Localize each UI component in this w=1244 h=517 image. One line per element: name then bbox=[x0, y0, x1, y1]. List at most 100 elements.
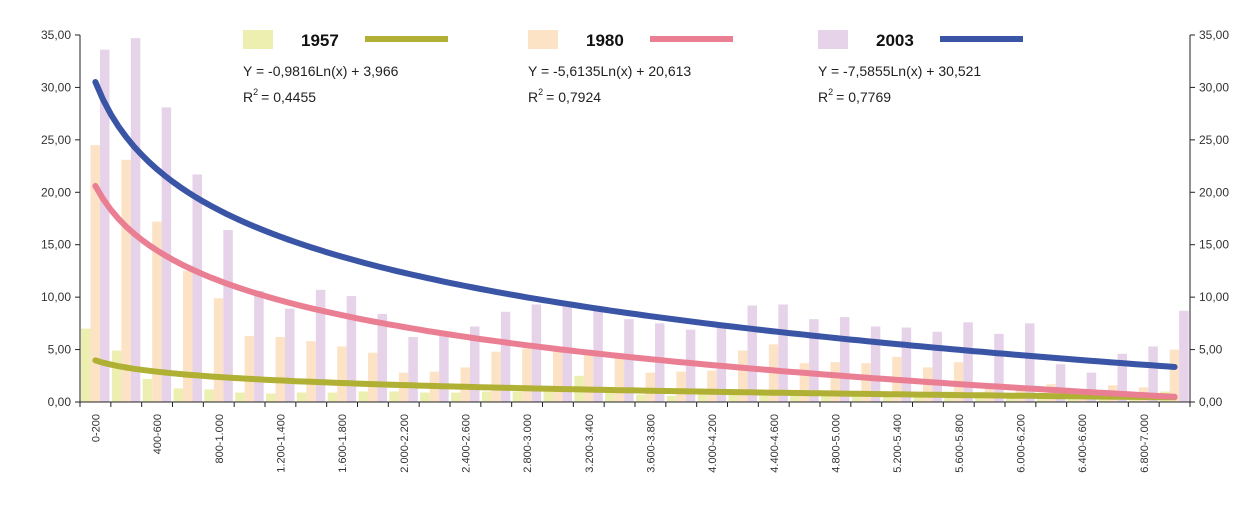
bar-1957-1.800-2.000 bbox=[359, 392, 369, 402]
bar-1957-2.800-3.000 bbox=[513, 392, 523, 402]
r-squared-1957: R2 = 0,4455 bbox=[243, 87, 316, 105]
left-y-tick-label: 5,00 bbox=[48, 343, 72, 357]
bar-2003-5.400-5.600 bbox=[933, 332, 943, 402]
right-y-tick-label: 0,00 bbox=[1199, 395, 1223, 409]
legend-label-2003: 2003 bbox=[876, 31, 914, 50]
bar-1957-600-800 bbox=[174, 388, 184, 402]
x-tick-label: 3.200-3.400 bbox=[584, 414, 596, 473]
bar-1957-200-400 bbox=[112, 351, 122, 402]
bar-1957-1.400-1.600 bbox=[297, 393, 307, 402]
left-y-tick-label: 15,00 bbox=[41, 238, 71, 252]
x-tick-label: 6.400-6.600 bbox=[1077, 414, 1089, 473]
x-tick-label: 2.400-2.600 bbox=[460, 414, 472, 473]
bar-1980-3.200-3.400 bbox=[584, 355, 594, 402]
bar-2003-5.800-6.000 bbox=[994, 334, 1004, 402]
right-y-tick-label: 15,00 bbox=[1199, 238, 1229, 252]
legend-swatch-1957 bbox=[243, 30, 273, 49]
x-tick-label: 4.000-4.200 bbox=[707, 414, 719, 473]
bar-2003-4.600-4.800 bbox=[809, 319, 819, 402]
x-tick-label: 6.000-6.200 bbox=[1015, 414, 1027, 473]
x-tick-label: 0-200 bbox=[90, 414, 102, 442]
bar-1980-4.600-4.800 bbox=[800, 363, 810, 402]
bar-1980-2.600-2.800 bbox=[491, 352, 501, 402]
bar-1980-4.000-4.200 bbox=[707, 371, 717, 402]
trend-equation-1957: Y = -0,9816Ln(x) + 3,966 bbox=[243, 63, 399, 79]
bar-1957-0-200 bbox=[81, 329, 91, 402]
bar-2003-1.800-2.000 bbox=[378, 314, 388, 402]
bar-1980-3.600-3.800 bbox=[646, 373, 656, 402]
bar-1980-1.200-1.400 bbox=[276, 337, 286, 402]
bar-2003-4.400-4.600 bbox=[778, 304, 788, 402]
left-y-tick-label: 35,00 bbox=[41, 28, 71, 42]
bar-1957-2.000-2.200 bbox=[389, 392, 399, 402]
trend-equation-2003: Y = -7,5855Ln(x) + 30,521 bbox=[818, 63, 981, 79]
bar-2003-200-400 bbox=[131, 38, 141, 402]
bar-1980-2.800-3.000 bbox=[522, 349, 532, 402]
legend-label-1957: 1957 bbox=[301, 31, 339, 50]
x-tick-label: 4.400-4.600 bbox=[769, 414, 781, 473]
bar-1980-1.800-2.000 bbox=[368, 353, 378, 402]
bar-2003-5.000-5.200 bbox=[871, 327, 881, 402]
left-y-tick-label: 25,00 bbox=[41, 133, 71, 147]
right-y-tick-label: 20,00 bbox=[1199, 185, 1229, 199]
bar-1980-800-1.000 bbox=[214, 298, 224, 402]
r-squared-1980: R2 = 0,7924 bbox=[528, 87, 601, 105]
left-y-tick-label: 0,00 bbox=[48, 395, 72, 409]
x-tick-label: 5.600-5.800 bbox=[954, 414, 966, 473]
x-tick-label: 2.000-2.200 bbox=[399, 414, 411, 473]
bar-1957-800-1.000 bbox=[204, 389, 214, 402]
bar-2003-5.600-5.800 bbox=[963, 322, 973, 402]
legend-layer: 1957 Y = -0,9816Ln(x) + 3,966 R2 = 0,4455 19… bbox=[243, 30, 1023, 105]
x-tick-label: 800-1.000 bbox=[214, 414, 226, 464]
bar-1957-3.600-3.800 bbox=[636, 395, 646, 402]
bar-2003-2.200-2.400 bbox=[439, 336, 449, 402]
x-tick-label: 1.200-1.400 bbox=[275, 414, 287, 473]
bar-1980-3.400-3.600 bbox=[615, 354, 625, 402]
x-tick-label: 6.800-7.000 bbox=[1139, 414, 1151, 473]
bar-1980-1.000-1.200 bbox=[245, 336, 255, 402]
bar-1980-600-800 bbox=[183, 271, 193, 402]
axes-layer: 0,00 0,00 5,00 5,00 10,00 10,00 15,00 15,00 20,0… bbox=[41, 28, 1229, 473]
legend-swatch-2003 bbox=[818, 30, 848, 49]
legend-swatch-1980 bbox=[528, 30, 558, 49]
bar-1957-2.600-2.800 bbox=[482, 392, 492, 402]
bar-1957-3.800-4.000 bbox=[667, 396, 677, 402]
legend-label-1980: 1980 bbox=[586, 31, 624, 50]
right-y-tick-label: 10,00 bbox=[1199, 290, 1229, 304]
x-tick-label: 2.800-3.000 bbox=[522, 414, 534, 473]
bar-2003-2.000-2.200 bbox=[408, 337, 418, 402]
bar-1957-1.200-1.400 bbox=[266, 394, 276, 402]
bar-1957-1.600-1.800 bbox=[328, 393, 338, 402]
bar-2003-7.000-7.200 bbox=[1179, 311, 1189, 402]
x-tick-label: 400-600 bbox=[152, 414, 164, 454]
bar-1980-1.400-1.600 bbox=[306, 341, 316, 402]
bar-1980-3.800-4.000 bbox=[676, 372, 686, 402]
x-tick-label: 1.600-1.800 bbox=[337, 414, 349, 473]
bar-1980-3.000-3.200 bbox=[553, 350, 563, 402]
bar-1957-4.000-4.200 bbox=[698, 394, 708, 402]
right-y-tick-label: 25,00 bbox=[1199, 133, 1229, 147]
bar-1957-2.200-2.400 bbox=[420, 393, 430, 402]
trend-equation-1980: Y = -5,6135Ln(x) + 20,613 bbox=[528, 63, 691, 79]
left-y-tick-label: 10,00 bbox=[41, 290, 71, 304]
bar-1957-1.000-1.200 bbox=[235, 393, 245, 402]
bar-2003-4.800-5.000 bbox=[840, 317, 850, 402]
x-tick-label: 4.800-5.000 bbox=[830, 414, 842, 473]
left-y-tick-label: 20,00 bbox=[41, 185, 71, 199]
bar-1980-1.600-1.800 bbox=[337, 346, 347, 402]
bar-2003-1.000-1.200 bbox=[254, 291, 264, 402]
right-y-tick-label: 5,00 bbox=[1199, 343, 1223, 357]
x-tick-label: 5.200-5.400 bbox=[892, 414, 904, 473]
right-y-tick-label: 30,00 bbox=[1199, 80, 1229, 94]
bar-2003-600-800 bbox=[193, 174, 203, 402]
bar-2003-4.200-4.400 bbox=[748, 306, 758, 402]
right-y-tick-label: 35,00 bbox=[1199, 28, 1229, 42]
left-y-tick-label: 30,00 bbox=[41, 80, 71, 94]
x-tick-label: 3.600-3.800 bbox=[645, 414, 657, 473]
r-squared-2003: R2 = 0,7769 bbox=[818, 87, 891, 105]
bar-2003-1.200-1.400 bbox=[285, 309, 295, 402]
bar-1957-2.400-2.600 bbox=[451, 393, 461, 402]
bar-2003-5.200-5.400 bbox=[902, 328, 912, 402]
